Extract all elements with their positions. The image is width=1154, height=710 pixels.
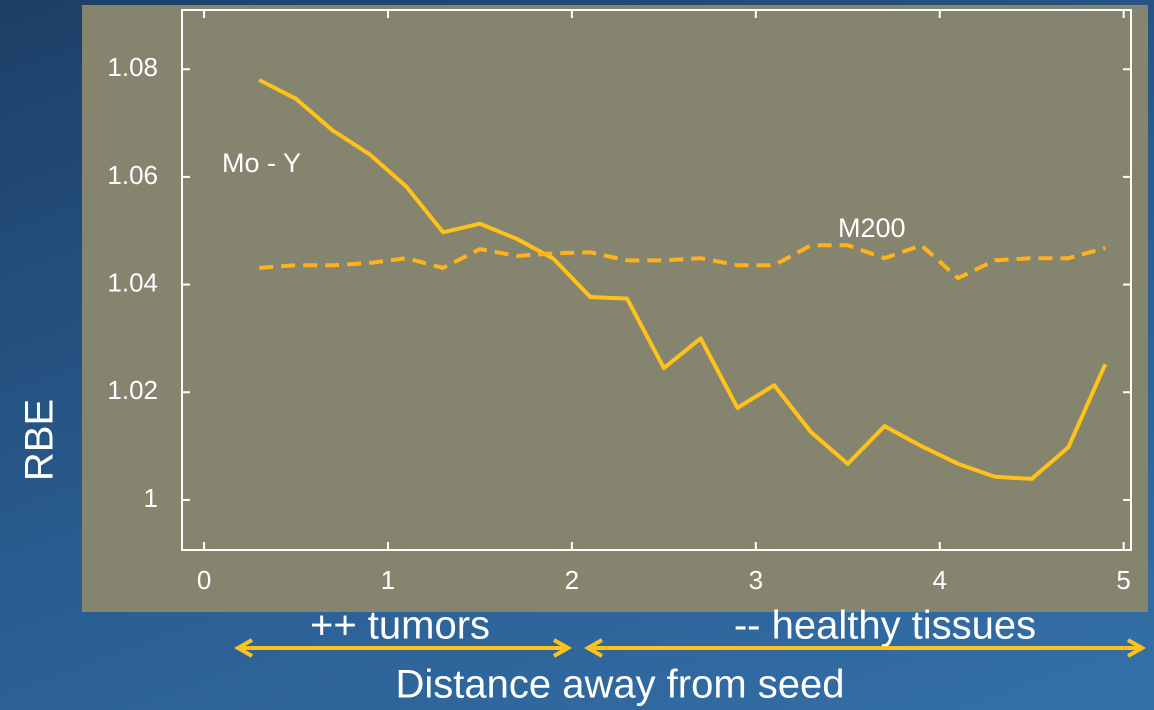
y-tick-label: 1.08 xyxy=(107,52,158,82)
y-tick-label: 1.02 xyxy=(107,375,158,405)
annotation: ++ tumors xyxy=(310,604,490,648)
x-tick-label: 4 xyxy=(932,565,946,595)
x-tick-label: 5 xyxy=(1116,565,1130,595)
range-arrows xyxy=(233,638,1147,658)
x-tick-label: 3 xyxy=(749,565,763,595)
x-tick-label: 0 xyxy=(197,565,211,595)
x-tick-label: 1 xyxy=(381,565,395,595)
series-line xyxy=(259,243,1106,281)
series-label: Mo - Y xyxy=(222,148,301,178)
y-axis-label: RBE xyxy=(18,399,62,481)
y-tick-label: 1.04 xyxy=(107,267,158,297)
series-line xyxy=(258,78,1108,481)
plot-frame xyxy=(181,9,1132,551)
x-tick-label: 2 xyxy=(565,565,579,595)
x-axis-label: Distance away from seed xyxy=(395,663,844,707)
series-label: M200 xyxy=(838,213,906,243)
y-tick-label: 1.06 xyxy=(107,160,158,190)
annotation: -- healthy tissues xyxy=(734,604,1036,648)
plot-panel xyxy=(82,5,1148,612)
y-tick-label: 1 xyxy=(144,483,158,513)
